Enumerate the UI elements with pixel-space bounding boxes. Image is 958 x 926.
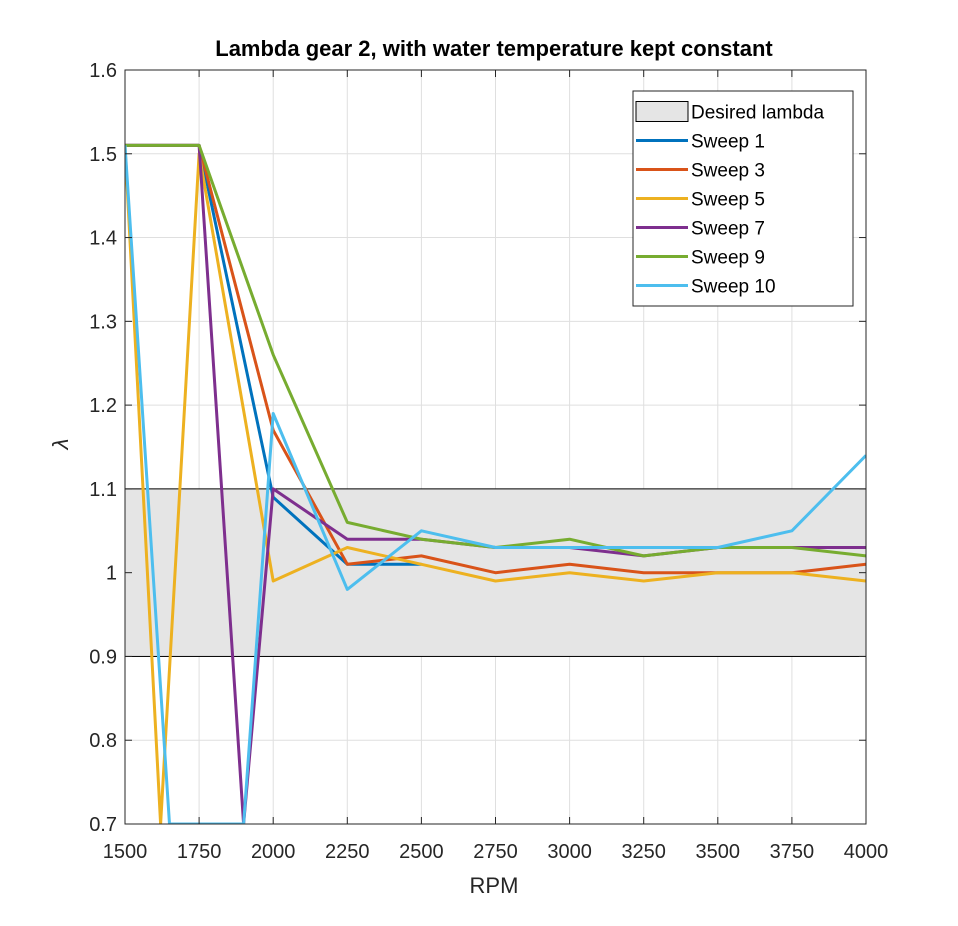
y-tick-label: 0.8 [89, 730, 117, 752]
legend-label-sweep-3: Sweep 3 [691, 161, 765, 182]
y-tick-label: 1.5 [89, 144, 117, 166]
legend-label-desired-lambda: Desired lambda [691, 103, 824, 124]
legend-label-sweep-1: Sweep 1 [691, 132, 765, 153]
x-tick-label: 2750 [473, 841, 518, 863]
series-line-sweep-10 [125, 145, 866, 824]
x-tick-label: 4000 [844, 841, 889, 863]
x-tick-label: 2250 [325, 841, 370, 863]
legend-label-sweep-7: Sweep 7 [691, 219, 765, 240]
legend-label-sweep-10: Sweep 10 [691, 277, 776, 298]
y-tick-label: 0.9 [89, 646, 117, 668]
legend: Desired lambda Sweep 1 Sweep 3 Sweep 5 Sweep… [632, 90, 854, 307]
ticks: 1500 1750 2000 2250 2500 2750 3000 3250 3500 3750… [89, 60, 888, 863]
x-tick-label: 3250 [621, 841, 666, 863]
y-tick-label: 1.6 [89, 60, 117, 82]
chart-title: Lambda gear 2, with water temperature ke… [215, 36, 773, 61]
x-tick-label: 3500 [696, 841, 741, 863]
x-axis-label: RPM [470, 873, 519, 898]
y-tick-label: 0.7 [89, 814, 117, 836]
legend-label-sweep-5: Sweep 5 [691, 190, 765, 211]
x-tick-label: 2000 [251, 841, 296, 863]
x-tick-label: 1500 [103, 841, 148, 863]
series-layer [125, 143, 866, 824]
x-tick-label: 1750 [177, 841, 222, 863]
y-axis-label: λ [48, 439, 73, 451]
x-tick-label: 2500 [399, 841, 444, 863]
y-tick-label: 1.1 [89, 479, 117, 501]
x-tick-label: 3750 [770, 841, 815, 863]
legend-swatch-desired-lambda [635, 101, 689, 122]
y-tick-label: 1.4 [89, 228, 117, 250]
legend-label-sweep-9: Sweep 9 [691, 248, 765, 269]
series-line-sweep-5 [125, 145, 866, 824]
y-tick-label: 1.3 [89, 311, 117, 333]
x-tick-label: 3000 [547, 841, 592, 863]
y-tick-label: 1 [106, 563, 117, 585]
y-tick-label: 1.2 [89, 395, 117, 417]
